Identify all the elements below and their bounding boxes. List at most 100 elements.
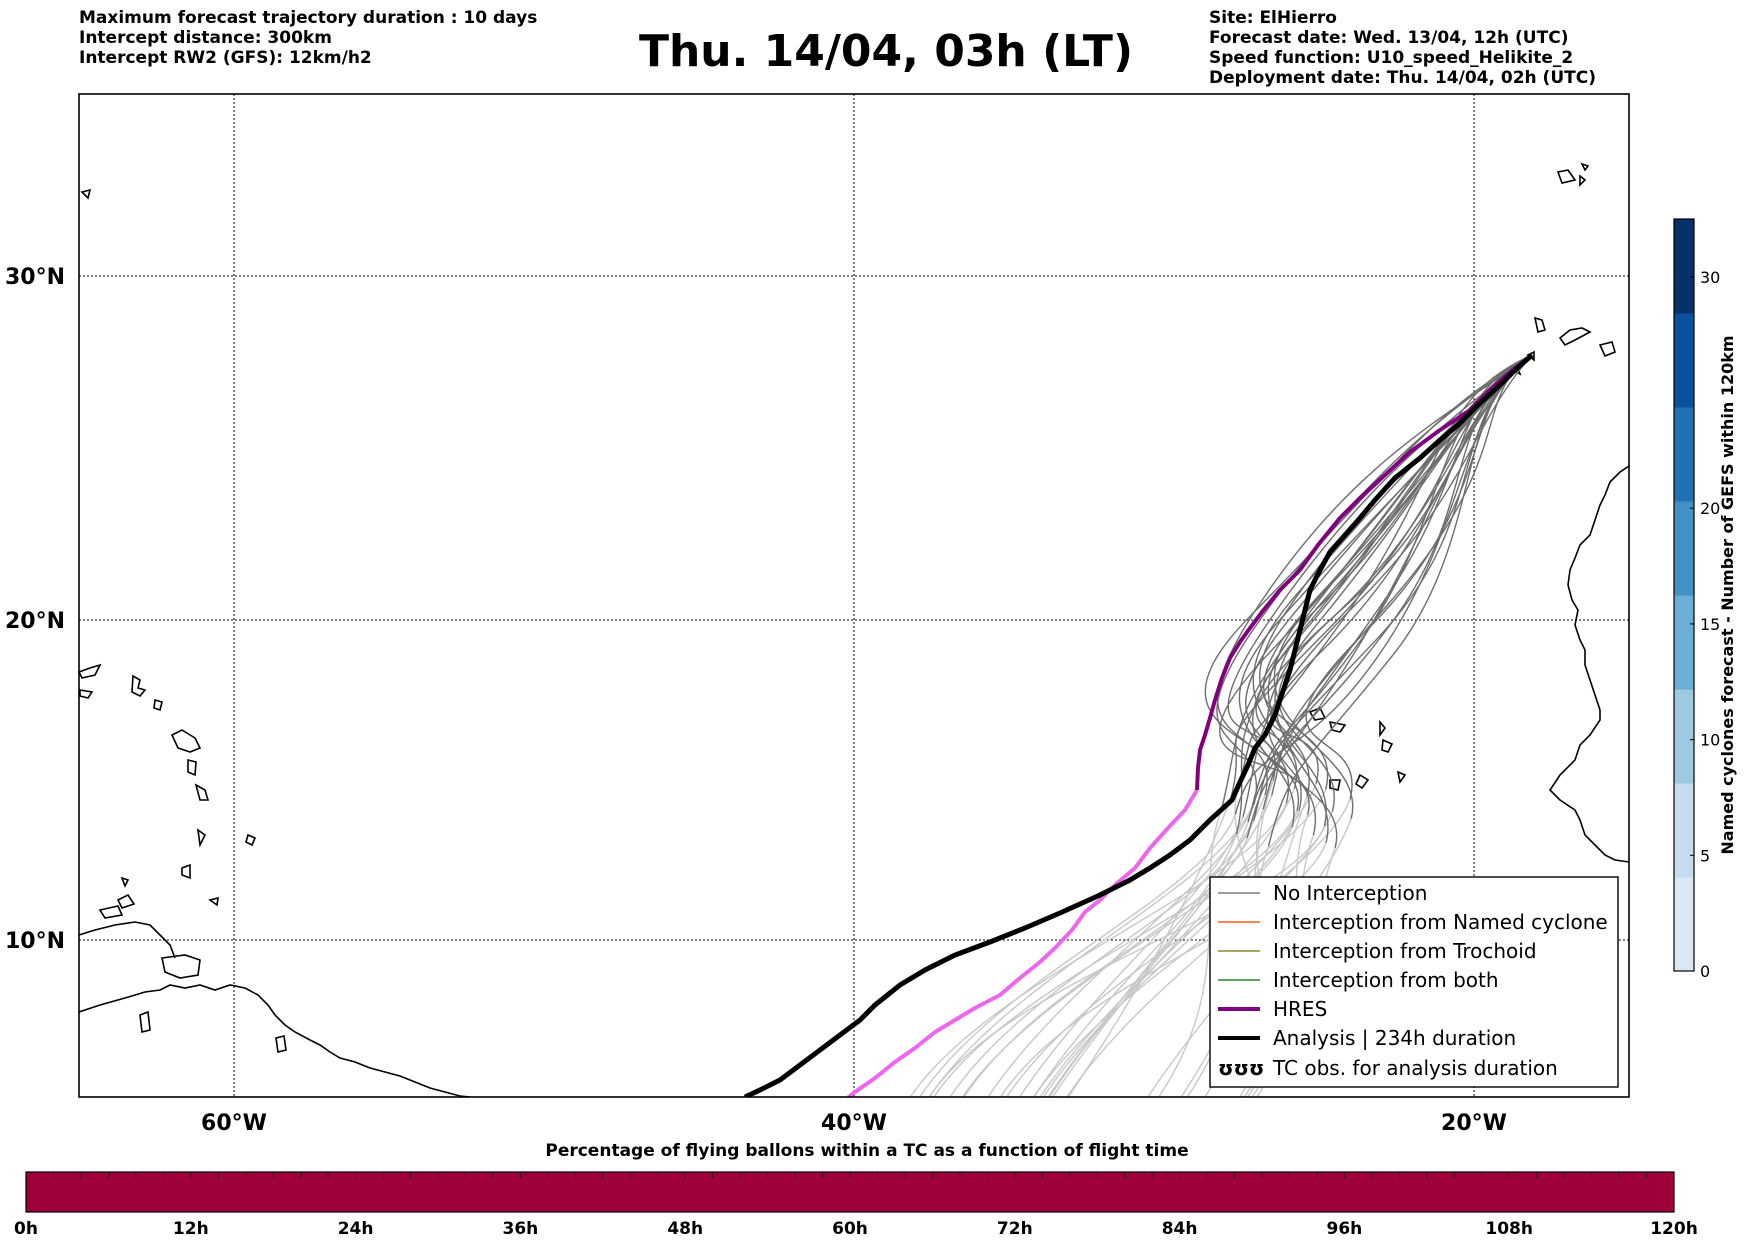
analysis-trajectory — [743, 353, 1534, 1097]
percentage-bar-tick-label: 108h — [1485, 1219, 1533, 1239]
coast-cape-verde-4 — [1381, 738, 1394, 753]
coast-canary-2 — [1558, 327, 1592, 347]
coast-cape-verde-5 — [1329, 779, 1341, 791]
coast-small-isle-1 — [139, 1010, 151, 1033]
colorbar: 0 5 10 15 20 30 Named cyclones forecast - Num… — [1673, 218, 1737, 981]
lat-tick-10n: 10°N — [5, 929, 65, 954]
coast-antilles-11 — [120, 876, 130, 888]
hres-trajectory-far — [845, 788, 1199, 1097]
legend-label-tc-obs: TC obs. for analysis duration — [1272, 1056, 1558, 1080]
colorbar-segment — [1674, 313, 1694, 408]
ensemble-trajectory-far — [933, 810, 1298, 1097]
ensemble-trajectory — [1253, 354, 1533, 822]
percentage-bar-tick-label: 12h — [173, 1219, 209, 1239]
coast-antilles-3 — [131, 674, 147, 697]
coast-antilles-4 — [153, 698, 163, 712]
coast-small-isle-2 — [275, 1035, 287, 1053]
lon-tick-40w: 40°W — [821, 1111, 887, 1136]
ensemble-trajectory — [1270, 354, 1533, 784]
percentage-bar-fill — [25, 1171, 1675, 1213]
intercept-distance-text: Intercept distance: 300km — [79, 28, 332, 48]
coast-trinidad — [161, 954, 201, 979]
legend: No Interception Interception from Named … — [1209, 876, 1619, 1088]
ensemble-trajectory — [1273, 354, 1533, 820]
colorbar-segment — [1674, 407, 1694, 502]
lat-tick-30n: 30°N — [5, 265, 65, 290]
page-title: Thu. 14/04, 03h (LT) — [638, 26, 1134, 77]
lon-tick-20w: 20°W — [1441, 1111, 1507, 1136]
coast-bonaire — [98, 905, 124, 919]
lat-tick-20n: 20°N — [5, 609, 65, 634]
hres-trajectory — [1195, 353, 1534, 791]
colorbar-tick-label: 30 — [1700, 268, 1720, 287]
ensemble-trajectory-far — [949, 820, 1255, 1097]
ensemble-trajectory — [1267, 354, 1533, 847]
coast-south-america — [79, 984, 471, 1097]
ensemble-trajectory-far — [909, 802, 1288, 1097]
percentage-bar-tick-label: 60h — [832, 1219, 868, 1239]
percentage-bar-tick-label: 0h — [14, 1219, 38, 1239]
colorbar-tick-label: 0 — [1700, 962, 1710, 981]
coast-africa — [1548, 465, 1629, 863]
header-right-info: Site: ElHierro Forecast date: Wed. 13/04… — [1209, 8, 1596, 88]
percentage-bar-tick-label: 72h — [997, 1219, 1033, 1239]
coast-antilles-2 — [79, 689, 94, 699]
coast-antilles-12 — [116, 893, 136, 909]
coast-antilles-14 — [80, 188, 92, 200]
coast-cape-verde-6 — [1354, 773, 1370, 790]
legend-label-hres: HRES — [1273, 997, 1327, 1021]
coast-madeira — [1556, 169, 1577, 184]
ensemble-trajectory — [1263, 354, 1533, 797]
colorbar-segment — [1674, 783, 1694, 878]
speed-function-text: Speed function: U10_speed_Helikite_2 — [1209, 48, 1574, 68]
map-frame — [78, 93, 1630, 1098]
coast-cape-verde-2 — [1328, 720, 1347, 733]
colorbar-segments — [1674, 219, 1694, 972]
colorbar-ticks: 0 5 10 15 20 30 — [1690, 268, 1720, 981]
forecast-date-text: Forecast date: Wed. 13/04, 12h (UTC) — [1209, 28, 1569, 48]
coast-antilles-9 — [181, 863, 191, 880]
percentage-bar-tick-label: 36h — [503, 1219, 539, 1239]
coast-antilles-6 — [187, 758, 197, 777]
colorbar-segment — [1674, 219, 1694, 314]
coast-canary-3 — [1598, 341, 1616, 358]
coast-antilles-5 — [170, 729, 202, 753]
colorbar-segment — [1674, 877, 1694, 972]
coast-cape-verde-7 — [1396, 770, 1407, 784]
max-duration-text: Maximum forecast trajectory duration : 1… — [79, 8, 538, 28]
percentage-bar: Percentage of flying ballons within a TC… — [14, 1141, 1698, 1239]
coast-antilles-10 — [245, 833, 257, 847]
percentage-bar-tick-label: 84h — [1162, 1219, 1198, 1239]
gridlines — [79, 94, 1629, 1097]
ensemble-trajectory — [1216, 354, 1533, 805]
lat-tick-labels: 30°N 20°N 10°N — [5, 265, 65, 954]
colorbar-segment — [1674, 689, 1694, 784]
colorbar-segment — [1674, 501, 1694, 596]
coast-venezuela-gulf — [79, 921, 176, 959]
percentage-bar-tick-labels: 0h 12h 24h 36h 48h 60h 72h 84h 96h 108h 120h — [14, 1219, 1698, 1239]
colorbar-tick-label: 20 — [1700, 499, 1720, 518]
legend-label-analysis: Analysis | 234h duration — [1273, 1026, 1516, 1050]
percentage-bar-tick-label: 120h — [1650, 1219, 1698, 1239]
percentage-bar-title: Percentage of flying ballons within a TC… — [545, 1141, 1188, 1161]
colorbar-tick-label: 10 — [1700, 731, 1720, 750]
intercept-rw2-text: Intercept RW2 (GFS): 12km/h2 — [79, 48, 372, 68]
coast-antilles-8 — [196, 828, 207, 848]
coastlines — [79, 162, 1629, 1097]
coast-canary-1 — [1533, 316, 1546, 334]
percentage-bar-tick-label: 96h — [1327, 1219, 1363, 1239]
ensemble-trajectory-far — [1067, 796, 1232, 1097]
colorbar-segment — [1674, 595, 1694, 690]
ensemble-trajectory-far — [1039, 783, 1317, 1097]
ensemble-trajectory-far — [919, 814, 1237, 1097]
legend-label-both: Interception from both — [1273, 968, 1499, 992]
legend-swatch-tc-obs: ʊʊʊ — [1218, 1056, 1264, 1080]
coast-antilles-13 — [208, 896, 219, 907]
coast-antilles-1 — [79, 663, 102, 679]
ensemble-trajectory — [1238, 354, 1533, 784]
header-left-info: Maximum forecast trajectory duration : 1… — [79, 8, 537, 68]
ensemble-trajectory-far — [1042, 810, 1300, 1097]
percentage-bar-minor-ticks — [52, 1172, 1648, 1178]
ensemble-trajectory — [1242, 354, 1533, 818]
